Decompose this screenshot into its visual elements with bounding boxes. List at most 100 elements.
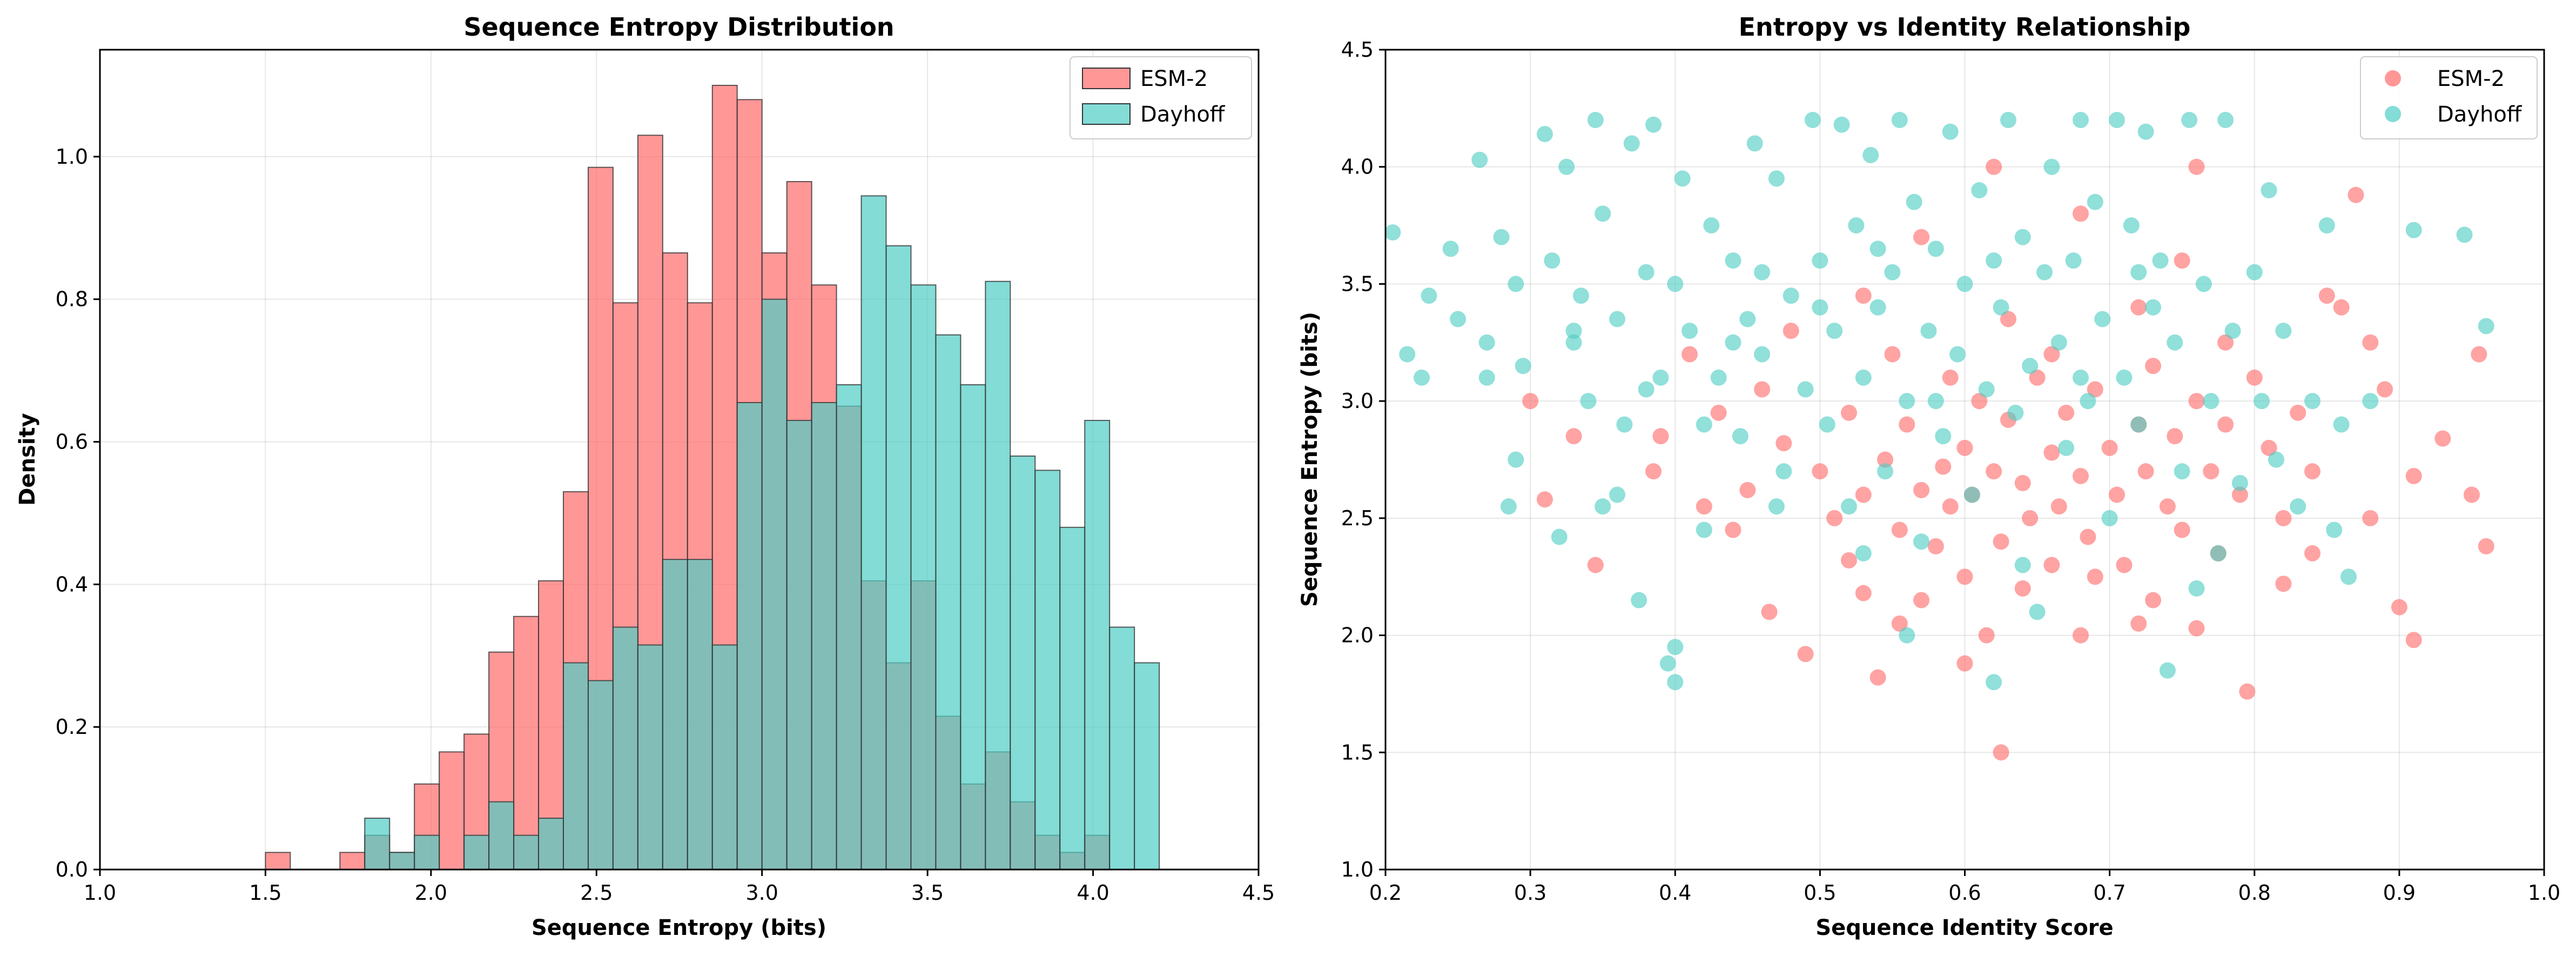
scatter-point-dayhoff [1710,369,1727,386]
scatter-point-dayhoff [2058,439,2075,456]
scatter-point-dayhoff [1848,217,1865,234]
scatter-point-dayhoff [1442,240,1459,257]
scatter-point-esm2 [1891,615,1908,632]
scatter-point-dayhoff [1869,299,1886,316]
scatter-point-dayhoff [1725,252,1741,269]
histogram-x-tick-label: 1.0 [84,881,116,905]
scatter-point-dayhoff [2254,393,2270,410]
scatter-point-esm2 [2145,592,2162,609]
scatter-point-dayhoff [2290,498,2306,515]
scatter-point-esm2 [2304,545,2321,561]
scatter-point-dayhoff [2275,323,2292,339]
scatter-title: Entropy vs Identity Relationship [1739,12,2191,42]
scatter-panel: 0.2 0.3 0.4 0.5 0.6 0.7 0.8 0.9 1.0 1.0 1.5 2.0 2.5… [1297,12,2560,940]
histogram-y-tick-label: 0.8 [56,288,88,311]
scatter-point-dayhoff [1414,369,1430,386]
scatter-point-esm2 [2000,311,2016,327]
histogram-bar-dayhoff [811,402,837,870]
scatter-point-esm2 [2159,498,2176,515]
scatter-x-tick-label: 0.6 [1948,881,1981,905]
scatter-point-esm2 [2058,404,2075,421]
scatter-point-dayhoff [2014,229,2031,245]
histogram-bar-dayhoff [960,384,986,870]
scatter-point-esm2 [2391,599,2407,616]
scatter-point-dayhoff [1638,264,1654,280]
scatter-legend-box [2360,56,2538,139]
histogram-bar-dayhoff [563,662,589,870]
scatter-x-tick-label: 0.5 [1804,881,1836,905]
scatter-point-esm2 [2130,299,2147,316]
scatter-point-dayhoff [2137,123,2154,140]
scatter-point-dayhoff [2195,276,2212,292]
histogram-bar-dayhoff [910,284,937,871]
scatter-point-esm2 [2217,334,2234,351]
legend-swatch-dayhoff [1082,103,1131,125]
histogram-bar-dayhoff [389,852,415,870]
scatter-point-esm2 [2137,463,2154,480]
scatter-point-dayhoff [1500,498,1517,515]
scatter-point-esm2 [2304,463,2321,480]
scatter-y-tick-label: 2.0 [1341,624,1374,647]
scatter-y-tick-label: 3.5 [1341,272,1374,296]
histogram-bar-dayhoff [761,298,788,870]
scatter-point-dayhoff [2340,569,2357,585]
scatter-point-dayhoff [2050,334,2067,351]
scatter-x-tick-label: 0.2 [1369,881,1402,905]
scatter-point-dayhoff [2181,112,2198,129]
scatter-point-esm2 [2471,346,2487,363]
legend-marker-esm2 [2385,70,2401,86]
scatter-point-dayhoff [2261,182,2277,199]
histogram-bar-dayhoff [786,419,812,870]
scatter-point-esm2 [1927,538,1944,554]
scatter-point-dayhoff [1891,112,1908,129]
scatter-point-dayhoff [1399,346,1416,363]
scatter-point-esm2 [2188,620,2205,637]
scatter-point-esm2 [2050,498,2067,515]
scatter-x-axis-label: Sequence Identity Score [1815,915,2113,940]
scatter-point-dayhoff [1609,486,1625,503]
histogram-y-tick-label: 0.6 [56,430,88,454]
scatter-point-dayhoff [2087,193,2103,210]
scatter-point-dayhoff [1804,112,1821,129]
scatter-point-dayhoff [2073,112,2089,129]
scatter-point-esm2 [2174,252,2190,269]
scatter-point-dayhoff [2152,252,2169,269]
scatter-point-dayhoff [1587,112,1604,129]
scatter-point-dayhoff [2210,545,2227,561]
scatter-point-esm2 [2217,416,2234,433]
histogram-x-ticks: 1.0 1.5 2.0 2.5 3.0 3.5 4.0 4.5 [84,870,1275,905]
scatter-point-dayhoff [2304,393,2321,410]
scatter-point-dayhoff [1595,205,1611,222]
histogram-x-axis-label: Sequence Entropy (bits) [532,915,826,940]
scatter-point-dayhoff [2333,416,2350,433]
scatter-point-dayhoff [1855,369,1872,386]
histogram-bar-dayhoff [364,818,391,870]
legend-label-dayhoff: Dayhoff [1140,102,1226,127]
scatter-point-dayhoff [2145,299,2162,316]
scatter-point-dayhoff [1783,288,1799,304]
scatter-y-tick-label: 2.5 [1341,506,1374,530]
scatter-point-esm2 [1841,552,1857,569]
scatter-point-dayhoff [2362,393,2379,410]
histogram-y-ticks: 0.0 0.2 0.4 0.6 0.8 1.0 [56,145,100,881]
scatter-point-esm2 [2116,557,2133,573]
scatter-point-dayhoff [1703,217,1720,234]
scatter-point-esm2 [2014,474,2031,491]
scatter-point-esm2 [1739,482,1756,498]
histogram-bar-dayhoff [612,626,638,870]
scatter-point-dayhoff [2043,158,2060,175]
histogram-y-tick-label: 0.2 [56,715,88,739]
legend-marker-dayhoff [2385,106,2401,122]
scatter-point-dayhoff [1754,346,1771,363]
scatter-point-dayhoff [2014,557,2031,573]
scatter-point-esm2 [2362,510,2379,526]
scatter-point-esm2 [2188,393,2205,410]
scatter-point-dayhoff [2094,311,2111,327]
scatter-point-dayhoff [1631,592,1647,609]
histogram-x-tick-label: 3.0 [745,881,778,905]
scatter-point-esm2 [1652,428,1669,445]
scatter-x-tick-label: 0.8 [2238,881,2271,905]
scatter-point-dayhoff [1768,170,1785,187]
scatter-point-esm2 [2362,334,2379,351]
